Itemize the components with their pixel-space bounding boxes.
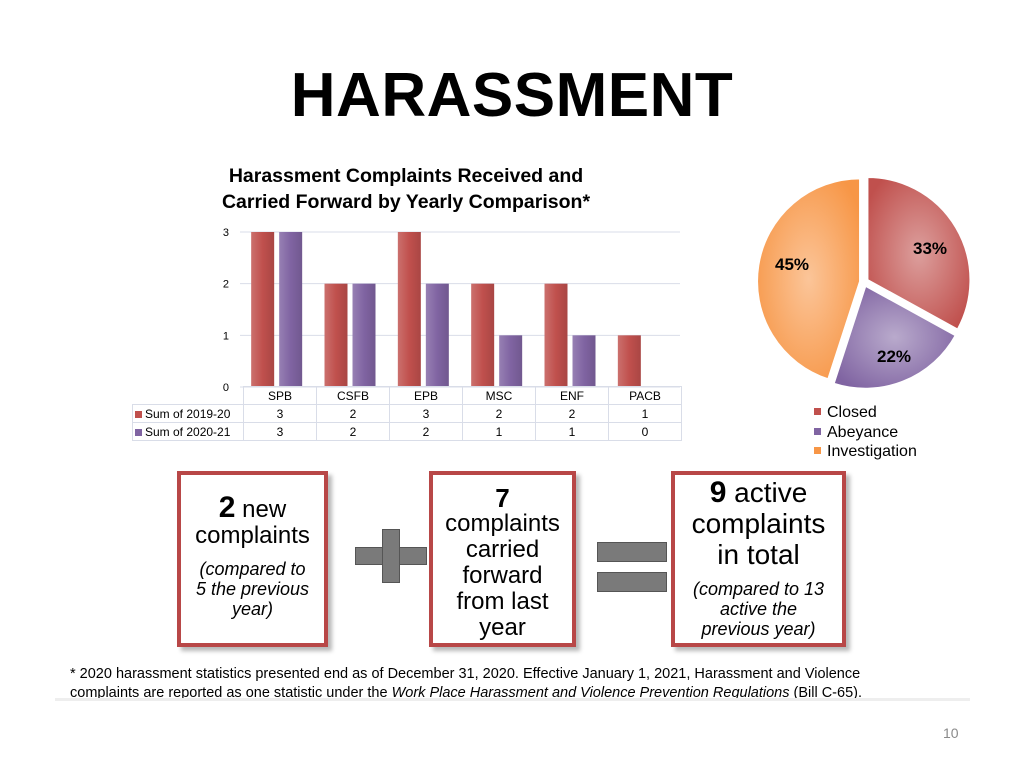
pie-value-label: 45% (775, 255, 809, 274)
page-number: 10 (943, 725, 959, 741)
bar-sum-of-2019-20-pacb (617, 335, 641, 387)
table-cell: 1 (535, 422, 609, 441)
pie-legend: Closed Abeyance Investigation (814, 403, 917, 462)
legend-label: Closed (827, 404, 877, 421)
table-cell: 0 (608, 422, 682, 441)
total-count: 9 (709, 476, 727, 509)
pie-slice-investigation (756, 177, 862, 381)
legend-swatch (814, 408, 821, 415)
pie-value-label: 33% (913, 239, 947, 258)
new-note-line: year) (231, 599, 273, 619)
y-tick-label: 0 (223, 382, 229, 394)
equals-icon-bottom (597, 572, 667, 592)
new-count: 2 (218, 491, 236, 524)
footnote-text: (Bill C-65). (789, 685, 863, 701)
carried-forward-card: 7 complaints carried forward from last y… (429, 471, 576, 647)
new-complaints-card: 2 new complaints (compared to 5 the prev… (177, 471, 328, 647)
y-tick-label: 2 (223, 279, 229, 291)
carried-line: complaints (445, 510, 560, 537)
total-line3: in total (717, 539, 800, 570)
footnote: * 2020 harassment statistics presented e… (70, 665, 970, 703)
pie-legend-item: Closed (814, 403, 917, 423)
pie-legend-item: Investigation (814, 442, 917, 462)
chart-title-line2: Carried Forward by Yearly Comparison* (221, 191, 591, 213)
bar-sum-of-2020-21-msc (499, 335, 523, 387)
bar-sum-of-2020-21-spb (279, 232, 303, 387)
footnote-line2: complaints are reported as one statistic… (70, 684, 970, 703)
footer-divider (55, 698, 970, 701)
pie-legend-item: Abeyance (814, 423, 917, 443)
y-tick-label: 3 (223, 227, 229, 239)
series-name: Sum of 2019-20 (145, 406, 231, 421)
bar-sum-of-2019-20-epb (397, 232, 421, 387)
total-note-line: previous year) (701, 619, 816, 639)
category-label: PACB (608, 386, 682, 405)
pie-slice-closed (866, 175, 972, 331)
chart-data-table: SPB CSFB EPB MSC ENF PACB Sum of 2019-20… (132, 386, 682, 441)
new-complaints-line2: complaints (195, 522, 310, 549)
table-row: Sum of 2020-21 3 2 2 1 1 0 (132, 422, 682, 441)
legend-label: Abeyance (827, 423, 899, 441)
carried-line: forward (462, 562, 543, 589)
carried-line: from last (456, 588, 549, 615)
bar-sum-of-2020-21-epb (425, 283, 449, 387)
new-note-line: (compared to (199, 559, 306, 579)
new-word: new (242, 496, 287, 523)
chart-title: Harassment Complaints Received and Carri… (150, 163, 662, 215)
legend-swatch (814, 427, 821, 435)
pie-slice-abeyance (832, 284, 958, 390)
table-row: Sum of 2019-20 3 2 3 2 2 1 (132, 404, 682, 423)
bar-sum-of-2019-20-csfb (324, 283, 348, 387)
pie-value-label: 22% (877, 347, 911, 366)
equals-icon-top (597, 542, 667, 562)
total-note-line: active the (719, 599, 798, 619)
new-complaints-heading: 2 new (181, 493, 324, 523)
new-note-line: 5 the previous (195, 579, 310, 599)
legend-key-2020-21 (135, 428, 142, 436)
category-label: CSFB (316, 386, 390, 405)
total-heading: 9 active (675, 477, 842, 508)
total-word: active (734, 477, 808, 508)
slide-title: HARASSMENT (290, 61, 734, 130)
bar-sum-of-2019-20-enf (544, 283, 568, 387)
carried-count: 7 (495, 483, 510, 513)
bar-sum-of-2020-21-enf (572, 335, 596, 387)
bar-sum-of-2019-20-msc (471, 283, 495, 387)
chart-title-line1: Harassment Complaints Received and (228, 165, 584, 187)
bar-sum-of-2020-21-csfb (352, 283, 376, 387)
bar-sum-of-2019-20-spb (251, 232, 275, 387)
legend-swatch (814, 447, 821, 454)
series-label: Sum of 2019-20 (132, 404, 244, 423)
legend-label: Investigation (827, 443, 917, 460)
table-cell: 1 (462, 422, 536, 441)
plus-icon (355, 529, 427, 583)
table-cell: 3 (243, 422, 317, 441)
carried-line: carried (465, 536, 540, 563)
total-line2: complaints (691, 508, 826, 539)
footnote-text: complaints are reported as one statistic… (70, 685, 392, 701)
legend-key-2019-20 (135, 410, 142, 418)
carried-line: year (479, 614, 526, 641)
total-note-line: (compared to 13 (692, 579, 825, 599)
footnote-regulation-title: Work Place Harassment and Violence Preve… (391, 685, 790, 701)
y-tick-label: 1 (223, 330, 229, 342)
footnote-line1: * 2020 harassment statistics presented e… (70, 666, 861, 682)
series-name: Sum of 2020-21 (145, 424, 231, 439)
total-active-card: 9 active complaints in total (compared t… (671, 471, 846, 647)
